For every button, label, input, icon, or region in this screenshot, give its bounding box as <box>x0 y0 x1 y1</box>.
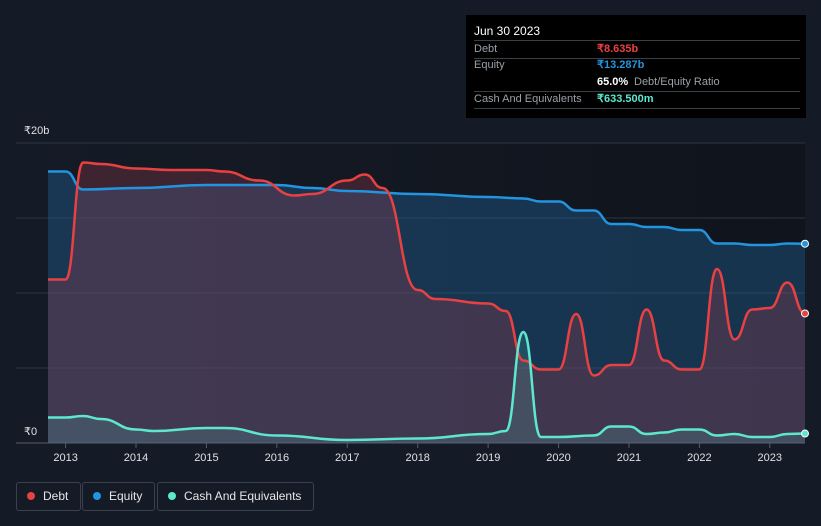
y-tick-label-top: ₹20b <box>24 125 50 137</box>
x-tick-label: 2018 <box>405 452 429 464</box>
legend-debt-label: Debt <box>43 489 69 503</box>
x-tick-label: 2015 <box>194 452 218 464</box>
tooltip-equity-label: Equity <box>474 59 505 71</box>
tooltip-cash-label: Cash And Equivalents <box>474 93 582 105</box>
x-tick-label: 2017 <box>335 452 359 464</box>
debt-dot-icon <box>27 492 35 500</box>
x-tick-label: 2016 <box>265 452 289 464</box>
cash-area <box>48 332 805 443</box>
tooltip-ratio-value: 65.0% <box>597 76 629 88</box>
cash-dot-icon <box>168 492 176 500</box>
debt-end-point <box>801 309 809 318</box>
equity-dot-icon <box>93 492 101 500</box>
tooltip-debt-label: Debt <box>474 43 498 55</box>
x-tick-label: 2021 <box>617 452 641 464</box>
tooltip-equity-value: ₹13.287b <box>597 59 645 71</box>
y-tick-label-zero: ₹0 <box>24 426 38 438</box>
x-tick-label: 2023 <box>758 452 782 464</box>
legend-debt[interactable]: Debt <box>16 482 82 511</box>
legend-cash-label: Cash And Equivalents <box>184 489 302 503</box>
equity-line <box>48 170 806 247</box>
debt-area <box>48 162 805 443</box>
cash-end-point <box>801 429 809 438</box>
legend-cash[interactable]: Cash And Equivalents <box>157 482 315 511</box>
x-tick-label: 2022 <box>687 452 711 464</box>
x-tick-label: 2013 <box>53 452 77 464</box>
equity-end-point <box>801 239 809 248</box>
tooltip-ratio-label: Debt/Equity Ratio <box>634 76 720 88</box>
debt-line <box>47 161 806 377</box>
legend-equity-label: Equity <box>109 489 143 503</box>
x-tick-label: 2020 <box>546 452 570 464</box>
x-tick-label: 2014 <box>124 452 148 464</box>
tooltip: Jun 30 2023 Debt ₹8.635b Equity ₹13.287b 6… <box>466 15 806 118</box>
legend-equity[interactable]: Equity <box>82 482 156 511</box>
equity-area <box>48 171 805 443</box>
tooltip-date: Jun 30 2023 <box>474 24 541 38</box>
cash-line <box>47 330 806 442</box>
x-tick-label: 2019 <box>476 452 500 464</box>
tooltip-cash-value: ₹633.500m <box>597 93 654 105</box>
tooltip-debt-value: ₹8.635b <box>597 43 639 55</box>
